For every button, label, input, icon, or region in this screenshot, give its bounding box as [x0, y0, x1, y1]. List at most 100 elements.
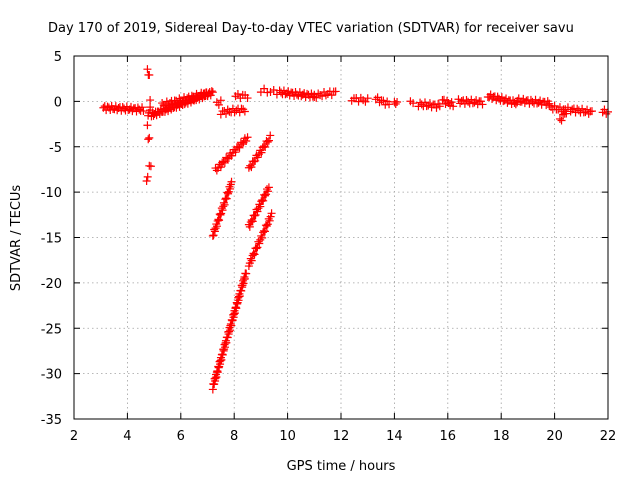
data-point-marker — [263, 220, 272, 229]
x-tick-label: 16 — [440, 429, 457, 444]
data-point-marker — [231, 148, 240, 157]
data-point-marker — [216, 163, 225, 172]
y-tick-label: -20 — [41, 277, 62, 292]
x-tick-label: 12 — [333, 429, 350, 444]
x-tick-label: 8 — [230, 429, 238, 444]
x-tick-label: 10 — [279, 429, 296, 444]
data-point-marker — [250, 211, 259, 220]
data-point-marker — [220, 158, 229, 167]
data-point-marker — [409, 99, 418, 108]
data-point-marker — [254, 204, 263, 213]
data-point-marker — [164, 101, 173, 110]
data-point-marker — [234, 142, 243, 151]
data-point-marker — [224, 189, 233, 198]
data-point-marker — [262, 221, 271, 230]
data-point-marker — [143, 172, 152, 181]
data-point-marker — [259, 196, 268, 205]
data-point-marker — [242, 136, 251, 145]
data-point-marker — [216, 210, 225, 219]
data-point-marker — [587, 107, 596, 116]
data-point-marker — [247, 216, 256, 225]
data-point-marker — [578, 104, 587, 113]
data-point-marker — [208, 231, 217, 240]
data-point-marker — [254, 237, 263, 246]
chart-title: Day 170 of 2019, Sidereal Day-to-day VTE… — [48, 21, 574, 36]
data-point-marker — [227, 177, 236, 186]
data-point-marker — [219, 198, 228, 207]
data-point-marker — [249, 157, 258, 166]
x-tick-label: 4 — [123, 429, 131, 444]
data-point-marker — [263, 137, 272, 146]
data-point-marker — [263, 187, 272, 196]
data-point-marker — [391, 99, 400, 108]
data-point-marker — [223, 154, 232, 163]
data-point-marker — [511, 100, 520, 109]
data-point-marker — [562, 109, 571, 118]
data-point-marker — [375, 98, 384, 107]
data-point-marker — [211, 224, 220, 233]
data-point-marker — [266, 131, 275, 140]
data-point-marker — [218, 206, 227, 215]
data-point-marker — [550, 101, 559, 110]
x-tick-label: 22 — [600, 429, 617, 444]
data-point-marker — [240, 107, 249, 116]
data-point-marker — [435, 102, 444, 111]
data-point-marker — [261, 191, 270, 200]
data-point-marker — [238, 140, 247, 149]
data-point-marker — [432, 103, 441, 112]
axis-ticks: 2 4 6 8 10 12 14 16 18 20 22 5 0 -5 -10 -15 -20 -25 -30 -35 — [41, 50, 617, 444]
data-point-marker — [267, 209, 276, 218]
data-point-marker — [255, 239, 264, 248]
data-point-marker — [212, 222, 221, 231]
y-tick-label: -15 — [41, 232, 62, 247]
data-point-marker — [143, 121, 152, 130]
data-point-marker — [253, 243, 262, 252]
data-point-marker — [259, 228, 268, 237]
data-point-marker — [248, 217, 257, 226]
data-point-marker — [226, 184, 235, 193]
y-axis-label: SDTVAR / TECUs — [9, 185, 24, 292]
data-point-marker — [246, 161, 255, 170]
data-point-marker — [232, 106, 241, 115]
y-tick-label: -5 — [49, 141, 62, 156]
data-point-marker — [203, 91, 212, 100]
data-point-marker — [449, 102, 458, 111]
x-tick-label: 18 — [493, 429, 510, 444]
data-point-marker — [257, 148, 266, 157]
y-tick-label: -35 — [41, 413, 62, 428]
data-point-marker — [246, 218, 255, 227]
data-point-marker — [139, 107, 148, 116]
data-point-marker — [247, 163, 256, 172]
data-point-marker — [249, 249, 258, 258]
data-point-marker — [265, 216, 274, 225]
data-point-marker — [243, 94, 252, 103]
data-point-marker — [602, 109, 611, 118]
data-point-marker — [222, 194, 231, 203]
data-point-marker — [557, 116, 566, 125]
data-point-marker — [142, 177, 151, 186]
data-point-marker — [555, 114, 564, 123]
data-point-marker — [327, 91, 336, 100]
data-point-marker — [217, 209, 226, 218]
data-point-marker — [221, 109, 230, 118]
data-point-marker — [318, 92, 327, 101]
y-tick-label: 5 — [54, 50, 62, 65]
data-point-marker — [258, 195, 267, 204]
data-point-marker — [260, 227, 269, 236]
data-point-marker — [208, 88, 217, 97]
plot-frame — [73, 55, 609, 420]
data-point-marker — [219, 202, 228, 211]
data-point-marker — [264, 183, 273, 192]
data-point-marker — [266, 212, 275, 221]
data-point-marker — [143, 65, 152, 74]
x-tick-label: 14 — [386, 429, 403, 444]
data-point-marker — [261, 143, 270, 152]
data-point-marker — [417, 100, 426, 109]
data-point-marker — [385, 100, 394, 109]
data-point-marker — [583, 105, 592, 114]
data-point-marker — [320, 88, 329, 97]
data-point-marker — [379, 96, 388, 105]
data-point-marker — [478, 100, 487, 109]
y-tick-label: -30 — [41, 368, 62, 383]
data-point-marker — [214, 215, 223, 224]
